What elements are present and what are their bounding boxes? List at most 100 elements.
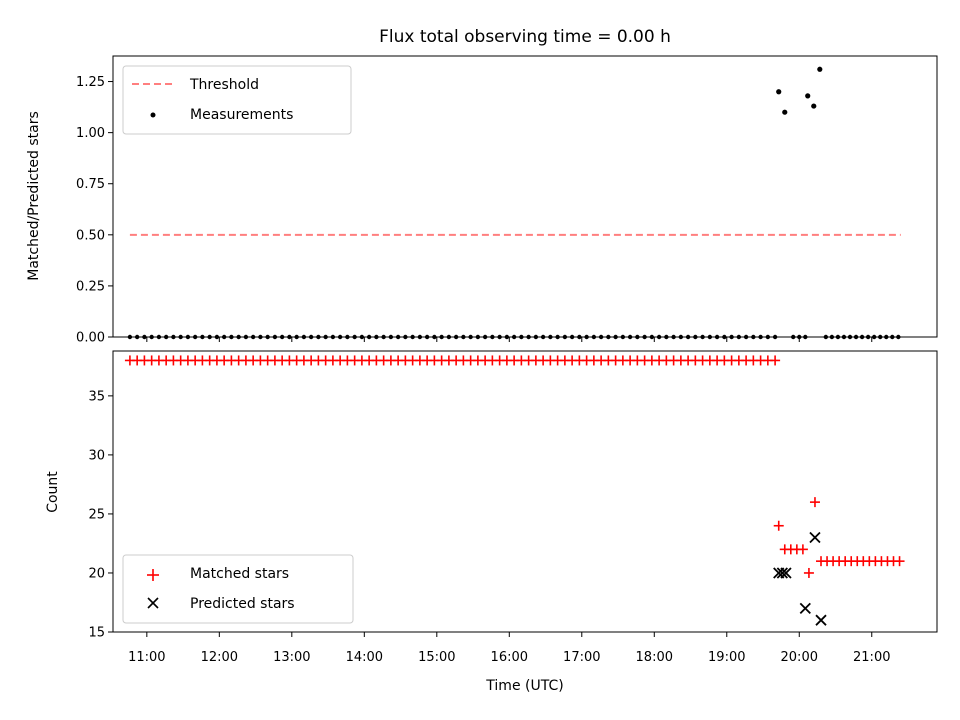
x-tick-label: 19:00: [708, 650, 745, 665]
top-plot-frame: [112, 55, 938, 338]
measurement-point: [693, 334, 698, 340]
measurement-point: [627, 334, 633, 340]
bottom-y-axis: 15 20 25 30 35: [88, 389, 113, 641]
measurement-point: [265, 334, 270, 340]
measurement-point: [758, 334, 763, 340]
matched-star-point: [773, 520, 784, 531]
measurement-point: [345, 334, 350, 340]
measurement-point: [569, 334, 575, 340]
measurement-point: [374, 334, 379, 340]
measurement-point: [207, 334, 212, 340]
measurement-point: [782, 109, 788, 115]
measurement-point: [664, 334, 669, 340]
predicted-star-point: [799, 602, 811, 615]
measurement-point: [896, 334, 901, 340]
measurement-point: [829, 334, 835, 340]
bottom-y-tick-label: 30: [88, 448, 105, 463]
measurement-point: [765, 334, 771, 340]
measurement-point: [751, 334, 756, 340]
measurement-point: [598, 334, 604, 340]
measurement-point: [700, 334, 705, 340]
measurement-point: [308, 334, 314, 340]
x-tick-label: 14:00: [346, 650, 383, 665]
measurement-point: [250, 334, 256, 340]
measurement-point: [482, 334, 488, 340]
measurement-point: [446, 334, 452, 340]
matched-star-point: [770, 355, 781, 366]
bottom-y-axis-label: Count: [45, 471, 61, 513]
measurement-point: [424, 334, 430, 340]
measurement-point: [316, 334, 321, 340]
top-panel: 0.00 0.25 0.50 0.75 1.00 1.25 Matched/Predict…: [26, 55, 938, 346]
top-y-axis-label: Matched/Predicted stars: [26, 111, 42, 281]
measurement-point: [841, 334, 847, 340]
measurement-point: [884, 334, 889, 340]
measurement-point: [200, 334, 205, 340]
measurement-point: [656, 334, 662, 340]
measurement-point: [432, 334, 437, 340]
x-tick-label: 18:00: [636, 650, 673, 665]
measurement-point: [156, 334, 162, 340]
measurement-point: [776, 89, 782, 95]
measurement-point: [468, 334, 473, 340]
measurement-point: [149, 334, 154, 340]
measurement-point: [685, 334, 691, 340]
predicted-star-point: [815, 614, 827, 626]
measurement-point: [163, 334, 169, 340]
legend-measurements-label: Measurements: [190, 107, 293, 123]
matched-star-point: [797, 544, 808, 555]
top-legend: Threshold Measurements: [122, 65, 352, 135]
measurement-point: [584, 334, 589, 340]
legend-matched-label: Matched stars: [190, 566, 289, 582]
measurement-point: [853, 334, 859, 340]
measurement-point: [410, 334, 415, 340]
measurement-point: [243, 334, 249, 340]
measurement-point: [287, 334, 292, 340]
measurement-point: [871, 334, 877, 340]
top-y-tick-label: 1.25: [76, 75, 105, 90]
measurement-point: [279, 334, 285, 340]
legend-threshold-label: Threshold: [189, 77, 259, 93]
top-y-tick-label: 0.50: [76, 228, 105, 243]
matched-star-point: [809, 497, 820, 508]
matched-star-point: [803, 567, 814, 578]
x-tick-label: 12:00: [201, 650, 238, 665]
x-axis-label: Time (UTC): [485, 678, 563, 694]
measurement-point: [878, 334, 883, 340]
predicted-star-point: [809, 531, 821, 544]
measurement-point: [577, 334, 582, 340]
measurement-point: [847, 334, 853, 340]
matched-star-point: [894, 556, 905, 567]
x-tick-label: 20:00: [781, 650, 818, 665]
measurement-point: [381, 334, 386, 340]
measurement-point: [439, 334, 444, 340]
measurement-point: [591, 334, 597, 340]
measurement-point: [301, 334, 307, 340]
measurement-point: [229, 334, 234, 340]
x-tick-label: 15:00: [418, 650, 455, 665]
bottom-y-tick-label: 15: [88, 626, 105, 641]
measurement-point: [511, 334, 517, 340]
measurement-point: [620, 334, 626, 340]
top-y-tick-label: 0.75: [76, 177, 105, 192]
measurement-point: [330, 334, 336, 340]
measurement-point: [805, 93, 811, 99]
measurement-point: [859, 334, 865, 340]
measurement-point: [359, 334, 365, 340]
measurement-point: [221, 334, 227, 340]
bottom-panel: 15 20 25 30 35 11:00 12:00 13:00 14:00 15:00 16:0…: [45, 350, 938, 694]
measurement-point: [562, 334, 568, 340]
measurement-point: [352, 334, 357, 340]
x-tick-label: 17:00: [563, 650, 600, 665]
measurement-point: [337, 334, 343, 340]
measurement-point: [803, 334, 808, 340]
measurement-point: [791, 334, 796, 340]
top-y-tick-label: 1.00: [76, 126, 105, 141]
measurement-point: [388, 334, 394, 340]
predicted-stars-series: [773, 531, 827, 626]
measurement-point: [540, 334, 546, 340]
measurement-point: [823, 334, 829, 340]
measurement-point: [272, 334, 278, 340]
measurement-point: [635, 334, 640, 340]
